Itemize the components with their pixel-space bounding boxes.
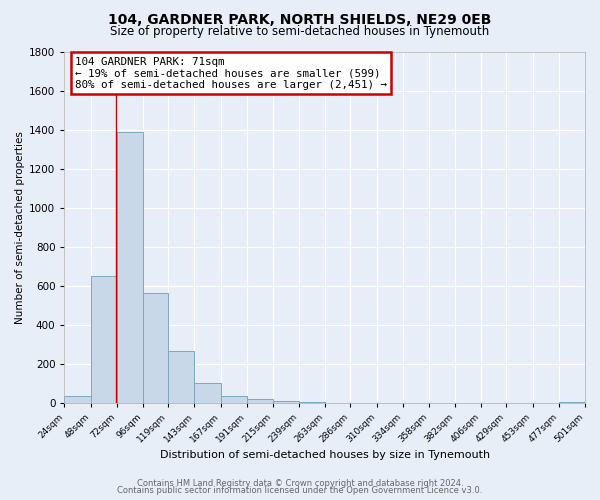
Text: 104 GARDNER PARK: 71sqm
← 19% of semi-detached houses are smaller (599)
80% of s: 104 GARDNER PARK: 71sqm ← 19% of semi-de… — [75, 57, 387, 90]
Bar — [559, 402, 585, 404]
Bar — [168, 350, 194, 404]
Text: Size of property relative to semi-detached houses in Tynemouth: Size of property relative to semi-detach… — [110, 25, 490, 38]
Text: Contains HM Land Registry data © Crown copyright and database right 2024.: Contains HM Land Registry data © Crown c… — [137, 478, 463, 488]
Bar — [247, 400, 273, 404]
Bar — [117, 132, 143, 404]
Bar — [299, 402, 325, 404]
Bar — [91, 276, 117, 404]
Text: 104, GARDNER PARK, NORTH SHIELDS, NE29 0EB: 104, GARDNER PARK, NORTH SHIELDS, NE29 0… — [109, 12, 491, 26]
Bar — [221, 396, 247, 404]
Y-axis label: Number of semi-detached properties: Number of semi-detached properties — [15, 131, 25, 324]
Bar — [194, 383, 221, 404]
Bar — [273, 402, 299, 404]
X-axis label: Distribution of semi-detached houses by size in Tynemouth: Distribution of semi-detached houses by … — [160, 450, 490, 460]
Bar — [64, 396, 91, 404]
Text: Contains public sector information licensed under the Open Government Licence v3: Contains public sector information licen… — [118, 486, 482, 495]
Bar — [143, 293, 168, 404]
